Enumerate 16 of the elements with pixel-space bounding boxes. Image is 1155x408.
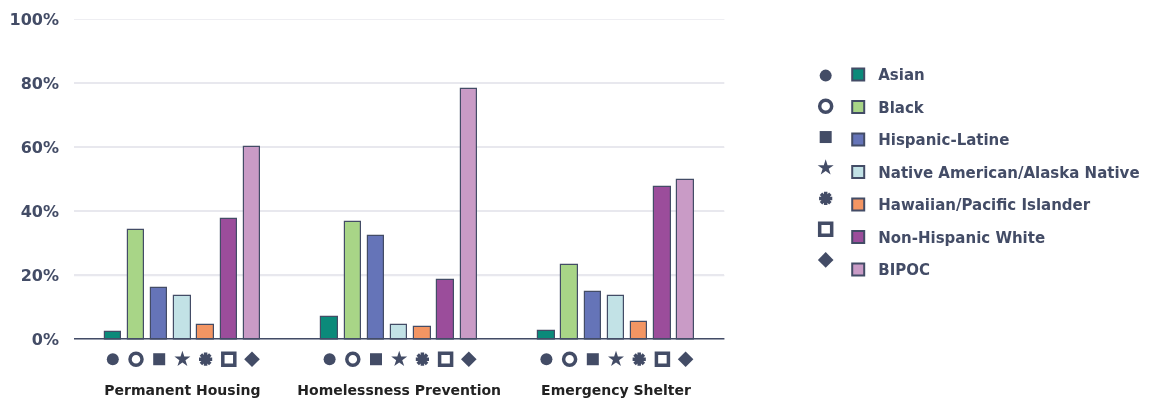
legend-label: BIPOC (878, 261, 930, 280)
y-tick-label: 100% (9, 9, 59, 29)
y-tick-label: 0% (31, 330, 59, 350)
y-tick-label: 80% (20, 73, 59, 93)
legend-label: Native American/Alaska Native (878, 163, 1140, 182)
x-tick-label: Emergency Shelter (541, 382, 691, 398)
legend-label: Hispanic-Latine (878, 131, 1010, 150)
x-tick-label: Permanent Housing (104, 382, 261, 398)
x-tick-label: Homelessness Prevention (297, 382, 502, 398)
legend-label: Non-Hispanic White (878, 228, 1046, 247)
y-tick-label: 20% (20, 266, 59, 286)
y-tick-label: 60% (20, 137, 59, 157)
legend-label: Hawaiian/Pacific Islander (878, 196, 1091, 215)
legend-label: Black (878, 98, 925, 117)
legend-label: Asian (878, 66, 925, 85)
y-tick-label: 40% (20, 201, 59, 221)
